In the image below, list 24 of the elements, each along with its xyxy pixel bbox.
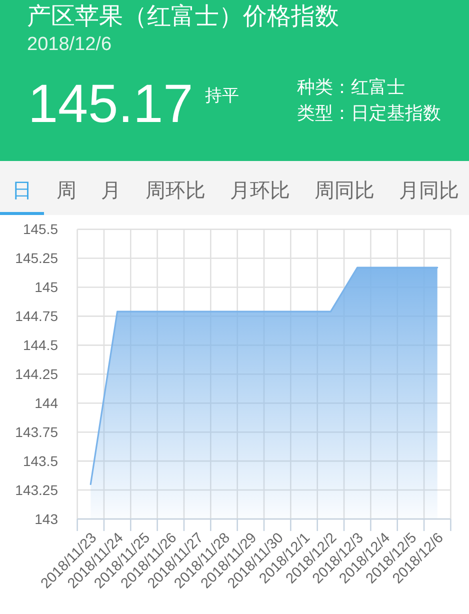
y-tick-label: 144.5 — [22, 337, 58, 354]
y-tick-label: 143 — [34, 510, 58, 527]
y-tick-label: 145 — [34, 279, 58, 296]
tab-label: 月 — [101, 180, 121, 202]
annotation: 145.17 — [28, 74, 194, 134]
subtitle: 2018/12/6 — [27, 34, 112, 55]
annotation: 类型：日定基指数 — [297, 103, 441, 123]
annotation: 种类：红富士 — [297, 77, 405, 97]
tab-label: 周同比 — [314, 180, 374, 202]
y-tick-label: 143.75 — [15, 424, 58, 440]
tab-label: 月环比 — [230, 180, 290, 202]
y-tick-label: 145.5 — [22, 221, 58, 238]
y-tick-label: 143.5 — [22, 452, 58, 469]
tab-label: 周环比 — [146, 180, 206, 202]
tab-label: 日 — [12, 180, 32, 202]
annotation: 持平 — [205, 86, 240, 105]
tab-label: 周 — [56, 180, 76, 202]
y-tick-label: 144 — [34, 395, 58, 412]
y-tick-label: 144.25 — [15, 366, 58, 382]
title: 产区苹果（红富士）价格指数 — [27, 3, 339, 30]
y-tick-label: 144.75 — [15, 308, 58, 324]
y-tick-label: 143.25 — [15, 482, 58, 498]
y-tick-label: 145.25 — [15, 250, 58, 266]
tab-label: 月同比 — [399, 180, 459, 202]
